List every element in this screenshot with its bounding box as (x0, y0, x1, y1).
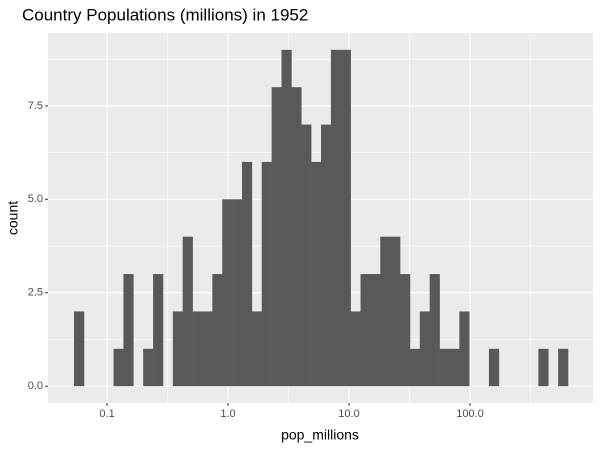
bar (251, 311, 263, 387)
bar (370, 274, 381, 387)
bar (380, 236, 391, 387)
bar (390, 236, 401, 387)
bar (202, 311, 213, 387)
x-tick-label: 10.0 (338, 408, 359, 420)
bar (330, 49, 342, 387)
bar (261, 161, 272, 387)
bar (558, 348, 569, 387)
bar (212, 274, 223, 387)
bar (172, 311, 183, 387)
bar (360, 274, 371, 387)
y-axis-title: count (5, 201, 21, 235)
bar (340, 49, 351, 387)
bar (222, 199, 233, 387)
y-tick-label: 2.5 (28, 287, 43, 299)
bar (143, 348, 154, 387)
bar (192, 311, 203, 387)
bar (449, 348, 460, 387)
bar (350, 311, 361, 387)
y-tick-label: 5.0 (28, 193, 43, 205)
bar (301, 124, 312, 387)
x-tick-label: 0.1 (99, 408, 114, 420)
bar (73, 311, 85, 387)
bar (182, 236, 193, 387)
y-tick-label: 7.5 (28, 100, 43, 112)
bar (113, 348, 124, 387)
bar (271, 87, 282, 387)
x-tick-label: 100.0 (456, 408, 484, 420)
bar (488, 348, 500, 387)
bar (321, 124, 332, 387)
x-axis-title: pop_millions (281, 427, 359, 443)
bar (409, 348, 421, 387)
bar (281, 49, 292, 387)
bar (311, 161, 322, 387)
bar (232, 199, 243, 387)
bar (419, 311, 430, 387)
bar (439, 348, 450, 387)
y-tick-label: 0.0 (28, 380, 43, 392)
x-tick-label: 1.0 (220, 408, 235, 420)
bar (429, 274, 440, 387)
bar (538, 348, 549, 387)
bar (459, 311, 470, 387)
bar (291, 87, 302, 387)
bar (241, 161, 253, 387)
bar (123, 274, 134, 387)
bar (153, 274, 164, 387)
bar (400, 274, 411, 387)
chart-title: Country Populations (millions) in 1952 (22, 5, 308, 24)
